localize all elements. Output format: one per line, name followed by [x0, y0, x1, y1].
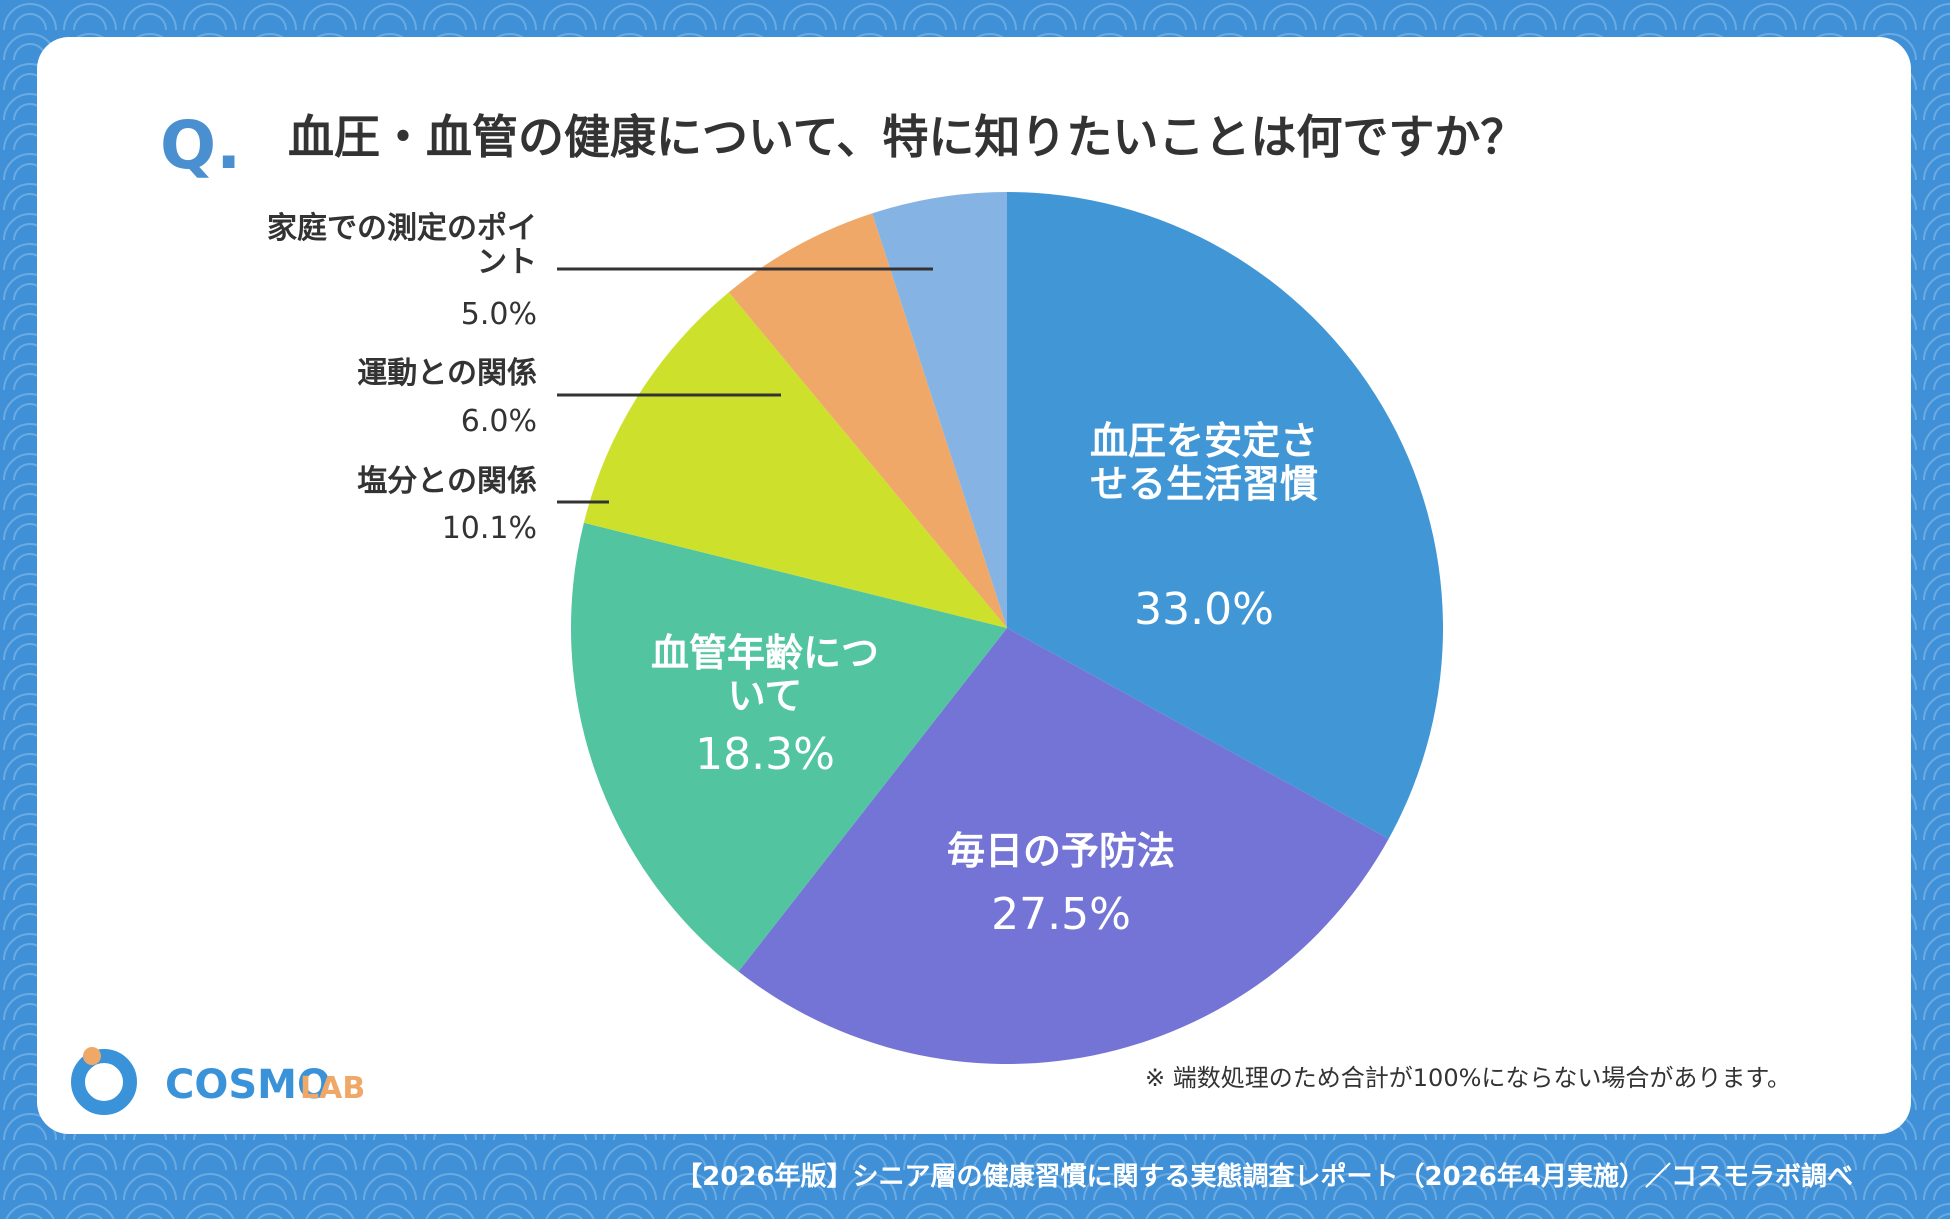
slice-value: 10.1% [441, 511, 537, 546]
slice-label: 血管年齢について [650, 631, 879, 718]
logo-sub: LAB [300, 1071, 365, 1106]
slice-value: 18.3% [695, 729, 835, 780]
pie-slice [872, 192, 1007, 628]
pie-slice [738, 628, 1389, 1064]
slice-value: 33.0% [1134, 584, 1274, 635]
logo-icon [83, 1047, 101, 1065]
pie-slice [583, 292, 1007, 628]
slice-label: 毎日の予防法 [946, 829, 1175, 873]
slice-value: 27.5% [991, 889, 1131, 940]
note: ※ 端数処理のため合計が100%にならない場合があります。 [1145, 1064, 1791, 1092]
q-mark: Q. [160, 107, 241, 184]
logo-main: COSMO [165, 1062, 331, 1108]
slice-label: 塩分との関係 [357, 464, 537, 499]
question: 血圧・血管の健康について、特に知りたいことは何ですか？ [288, 110, 1526, 164]
pie-slice [571, 522, 1007, 972]
slice-value: 5.0% [460, 297, 537, 332]
logo-icon [71, 1049, 137, 1115]
slice-label: 家庭での測定のポイント [267, 211, 537, 280]
pie-slice [728, 213, 1007, 628]
slice-value: 6.0% [460, 404, 537, 439]
slice-label: 血圧を安定させる生活習慣 [1089, 419, 1318, 506]
pie-slice [1007, 192, 1443, 839]
footer: 【2026年版】シニア層の健康習慣に関する実態調査レポート（2026年4月実施）… [676, 1161, 1853, 1192]
slice-label: 運動との関係 [357, 356, 537, 391]
